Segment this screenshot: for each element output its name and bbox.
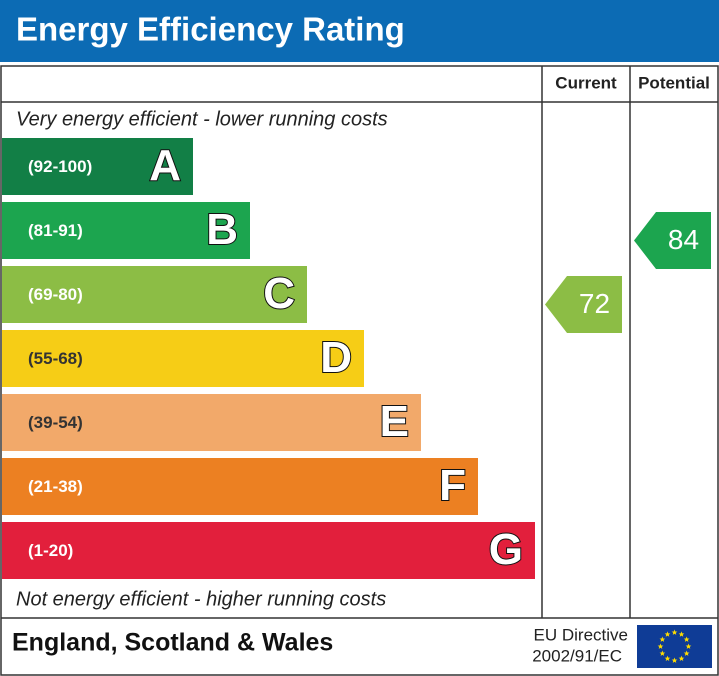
bottom-note: Not energy efficient - higher running co… [16,588,386,610]
band-range: (1-20) [28,541,73,560]
directive: 2002/91/EC [532,646,622,665]
rating-value: 84 [668,224,699,255]
rating-arrow [634,212,711,269]
band [2,202,250,259]
band-letter: E [380,397,409,446]
band-range: (39-54) [28,413,83,432]
band-letter: D [320,333,352,382]
rating-value: 72 [579,288,610,319]
band-range: (81-91) [28,221,83,240]
band-letter: F [439,461,466,510]
band-range: (21-38) [28,477,83,496]
band-range: (55-68) [28,349,83,368]
band-range: (92-100) [28,157,92,176]
band [2,266,307,323]
eu-star [683,650,690,656]
eu-star [685,643,692,649]
eu-stars [657,629,692,663]
band [2,138,193,195]
region: England, Scotland & Wales [12,629,333,657]
eu-star [659,636,666,642]
band-letter: A [149,141,181,190]
band [2,330,364,387]
directive: EU Directive [534,625,628,644]
eu-star [683,636,690,642]
band-letter: B [206,205,238,254]
eu-star [657,643,664,649]
rating-arrow [545,276,622,333]
frame [0,65,719,676]
eu-star [678,631,685,637]
title: Energy Efficiency Rating [16,11,405,48]
title-bar [0,0,719,62]
column-header: Current [555,73,617,92]
band [2,458,478,515]
band [2,522,535,579]
eu-star [659,650,666,656]
eu-star [678,655,685,662]
band-range: (69-80) [28,285,83,304]
eu-star [664,655,671,662]
column-header: Potential [638,73,710,92]
band-letter: G [489,525,523,574]
band [2,394,421,451]
eu-star [671,657,678,663]
eu-star [671,629,678,635]
band-letter: C [263,269,295,318]
eu-star [664,631,671,637]
top-note: Very energy efficient - lower running co… [16,108,388,130]
